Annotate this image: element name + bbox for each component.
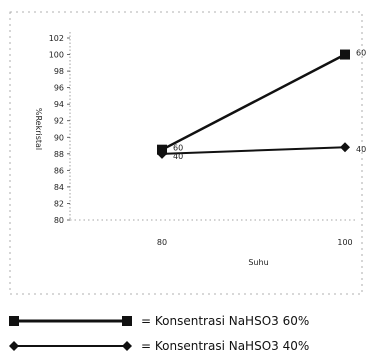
data-point (157, 148, 167, 159)
x-tick-label: 100 (337, 238, 352, 247)
series-40: 40 40 (157, 142, 366, 161)
x-tick-label: 80 (157, 238, 167, 247)
y-tick-label: 102 (49, 34, 64, 43)
y-tick-label: 96 (54, 84, 64, 93)
data-point (340, 142, 350, 153)
legend-entry-60: = Konsentrasi NaHSO3 60% (8, 312, 368, 334)
data-point (340, 49, 350, 60)
y-tick-label: 80 (54, 216, 64, 225)
y-tick-label: 92 (54, 117, 64, 126)
legend-swatch-40 (9, 341, 132, 351)
legend-entry-40: = Konsentrasi NaHSO3 40% (8, 337, 368, 359)
y-tick-label: 88 (54, 150, 64, 159)
x-axis: 80 100 (70, 219, 355, 247)
x-axis-title: Suhu (248, 258, 268, 267)
legend-label-40: = Konsentrasi NaHSO3 40% (141, 339, 310, 353)
y-axis: 80 82 84 86 88 90 92 94 96 98 100 102 (49, 32, 71, 225)
y-tick-label: 100 (49, 51, 64, 60)
legend-swatch-60 (9, 316, 132, 326)
data-label: 40 (173, 152, 183, 161)
y-axis-title: %Rekristal (34, 108, 43, 150)
y-tick-label: 94 (54, 100, 64, 109)
series-line (161, 53, 346, 151)
outer-frame (9, 11, 363, 295)
y-tick-label: 86 (54, 166, 64, 175)
series-60: 60 60 (157, 49, 366, 155)
series-line (161, 146, 346, 155)
data-label: 60 (356, 49, 366, 58)
y-tick-label: 82 (54, 199, 64, 208)
data-label: 40 (356, 145, 366, 154)
data-label: 60 (173, 144, 183, 153)
y-tick-label: 98 (54, 67, 64, 76)
chart-frame (9, 11, 363, 295)
y-tick-label: 84 (54, 183, 64, 192)
legend-label-60: = Konsentrasi NaHSO3 60% (141, 314, 310, 328)
y-tick-label: 90 (54, 133, 64, 142)
